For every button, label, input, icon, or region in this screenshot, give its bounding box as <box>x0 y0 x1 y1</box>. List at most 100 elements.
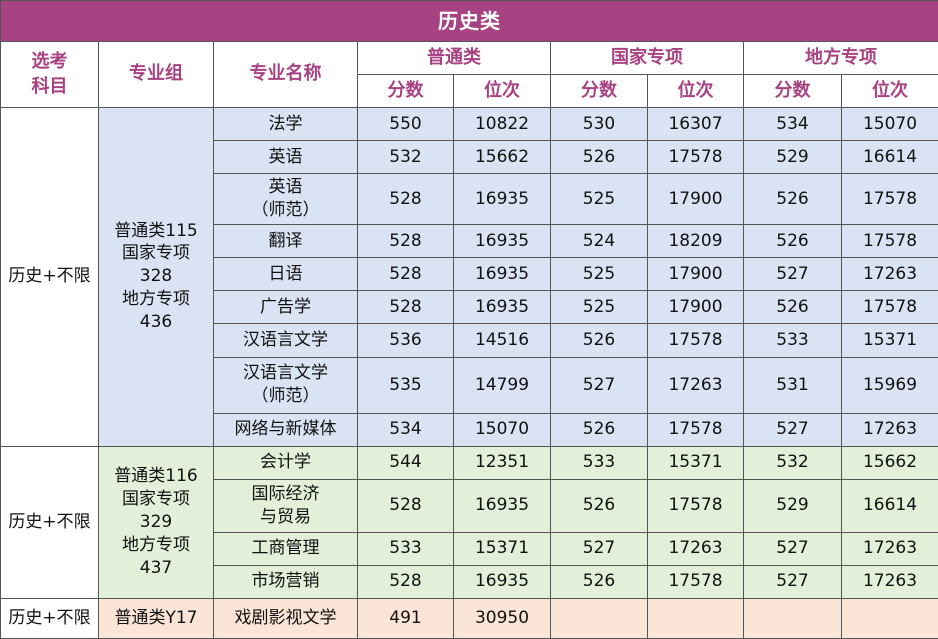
subject-cell: 历史+不限 <box>0 597 99 639</box>
national-score-cell: 526 <box>550 478 648 533</box>
national-rank-cell: 17578 <box>647 323 744 358</box>
national-rank-cell: 17900 <box>647 257 744 292</box>
ordinary-score-cell: 533 <box>357 531 454 566</box>
local-score-cell: 529 <box>743 478 842 533</box>
ordinary-score-cell: 528 <box>357 257 454 292</box>
major-cell: 工商管理 <box>213 531 358 566</box>
group-cell: 普通类115 国家专项 328 地方专项 436 <box>98 107 214 447</box>
ordinary-rank-cell: 10822 <box>453 107 551 142</box>
header-local: 地方专项 <box>742 41 938 76</box>
national-score-cell: 525 <box>550 257 648 292</box>
ordinary-rank-cell: 16935 <box>453 173 551 226</box>
local-rank-cell: 15969 <box>840 356 938 414</box>
header-ordinary-score: 分数 <box>357 74 454 109</box>
local-rank-cell: 15662 <box>840 445 938 480</box>
local-rank-cell: 17263 <box>840 531 938 566</box>
national-score-cell: 525 <box>550 290 648 325</box>
local-rank-cell: 15371 <box>840 323 938 358</box>
ordinary-rank-cell: 14516 <box>453 323 551 358</box>
header-national-score: 分数 <box>550 74 648 109</box>
table-row: 广告学 528 16935 525 17900 526 17578 <box>1 290 938 325</box>
major-cell: 广告学 <box>213 290 358 325</box>
local-rank-cell: 15070 <box>840 107 938 142</box>
header-local-rank: 位次 <box>840 74 938 109</box>
ordinary-rank-cell: 16935 <box>453 257 551 292</box>
ordinary-rank-cell: 15070 <box>453 412 551 447</box>
local-rank-cell: 17578 <box>840 224 938 259</box>
national-score-cell: 527 <box>550 356 648 414</box>
local-score-cell: 533 <box>743 323 842 358</box>
major-cell: 会计学 <box>213 445 358 480</box>
header-ordinary-rank: 位次 <box>453 74 551 109</box>
subject-cell: 历史+不限 <box>0 107 99 447</box>
national-rank-cell <box>647 597 744 639</box>
major-cell: 翻译 <box>213 224 358 259</box>
national-score-cell: 527 <box>550 531 648 566</box>
national-score-cell <box>550 597 648 639</box>
local-rank-cell: 16614 <box>840 478 938 533</box>
local-rank-cell: 16614 <box>840 140 938 175</box>
subject-cell: 历史+不限 <box>0 445 99 599</box>
ordinary-rank-cell: 16935 <box>453 290 551 325</box>
ordinary-rank-cell: 16935 <box>453 564 551 599</box>
header-national-rank: 位次 <box>647 74 744 109</box>
local-rank-cell: 17263 <box>840 412 938 447</box>
national-score-cell: 526 <box>550 140 648 175</box>
ordinary-rank-cell: 16935 <box>453 478 551 533</box>
ordinary-score-cell: 528 <box>357 173 454 226</box>
header-group: 专业组 <box>98 41 214 109</box>
major-cell: 汉语言文学 （师范） <box>213 356 358 414</box>
table-row: 英语 532 15662 526 17578 529 16614 <box>1 140 938 175</box>
table-row: 网络与新媒体 534 15070 526 17578 527 17263 <box>1 412 938 447</box>
table-title: 历史类 <box>0 0 938 43</box>
major-cell: 市场营销 <box>213 564 358 599</box>
national-score-cell: 524 <box>550 224 648 259</box>
local-score-cell <box>743 597 842 639</box>
group-cell: 普通类116 国家专项 329 地方专项 437 <box>98 445 214 599</box>
national-rank-cell: 17900 <box>647 173 744 226</box>
table-row: 历史+不限 普通类Y17 戏剧影视文学 491 30950 <box>0 597 938 639</box>
header-subject: 选考 科目 <box>0 41 99 109</box>
header-major: 专业名称 <box>213 41 358 109</box>
table-row: 汉语言文学 （师范） 535 14799 527 17263 531 15969 <box>1 356 938 414</box>
national-rank-cell: 17900 <box>647 290 744 325</box>
national-rank-cell: 17263 <box>647 356 744 414</box>
national-rank-cell: 17263 <box>647 531 744 566</box>
ordinary-rank-cell: 12351 <box>453 445 551 480</box>
ordinary-rank-cell: 30950 <box>453 597 551 639</box>
header-local-score: 分数 <box>743 74 842 109</box>
ordinary-score-cell: 550 <box>357 107 454 142</box>
table-row: 翻译 528 16935 524 18209 526 17578 <box>1 224 938 259</box>
header-national: 国家专项 <box>550 41 744 76</box>
group-cell: 普通类Y17 <box>98 597 214 639</box>
table-row: 国际经济 与贸易 528 16935 526 17578 529 16614 <box>1 478 938 533</box>
ordinary-score-cell: 544 <box>357 445 454 480</box>
national-score-cell: 526 <box>550 323 648 358</box>
national-score-cell: 526 <box>550 412 648 447</box>
ordinary-rank-cell: 14799 <box>453 356 551 414</box>
national-rank-cell: 16307 <box>647 107 744 142</box>
ordinary-rank-cell: 16935 <box>453 224 551 259</box>
local-score-cell: 529 <box>743 140 842 175</box>
table-row: 历史+不限 普通类116 国家专项 329 地方专项 437 会计学 544 1… <box>0 445 938 599</box>
table-row: 英语 （师范） 528 16935 525 17900 526 17578 <box>1 173 938 226</box>
national-rank-cell: 18209 <box>647 224 744 259</box>
ordinary-rank-cell: 15662 <box>453 140 551 175</box>
table-row: 历史+不限 普通类115 国家专项 328 地方专项 436 法学 550 10… <box>0 107 938 447</box>
ordinary-score-cell: 528 <box>357 564 454 599</box>
local-rank-cell: 17578 <box>840 290 938 325</box>
ordinary-score-cell: 528 <box>357 290 454 325</box>
national-score-cell: 533 <box>550 445 648 480</box>
local-score-cell: 527 <box>743 564 842 599</box>
local-score-cell: 531 <box>743 356 842 414</box>
local-rank-cell: 17263 <box>840 257 938 292</box>
local-rank-cell: 17578 <box>840 173 938 226</box>
national-score-cell: 530 <box>550 107 648 142</box>
major-cell: 法学 <box>213 107 358 142</box>
local-score-cell: 526 <box>743 224 842 259</box>
national-score-cell: 526 <box>550 564 648 599</box>
table-row: 工商管理 533 15371 527 17263 527 17263 <box>1 531 938 566</box>
major-cell: 汉语言文学 <box>213 323 358 358</box>
national-rank-cell: 17578 <box>647 412 744 447</box>
